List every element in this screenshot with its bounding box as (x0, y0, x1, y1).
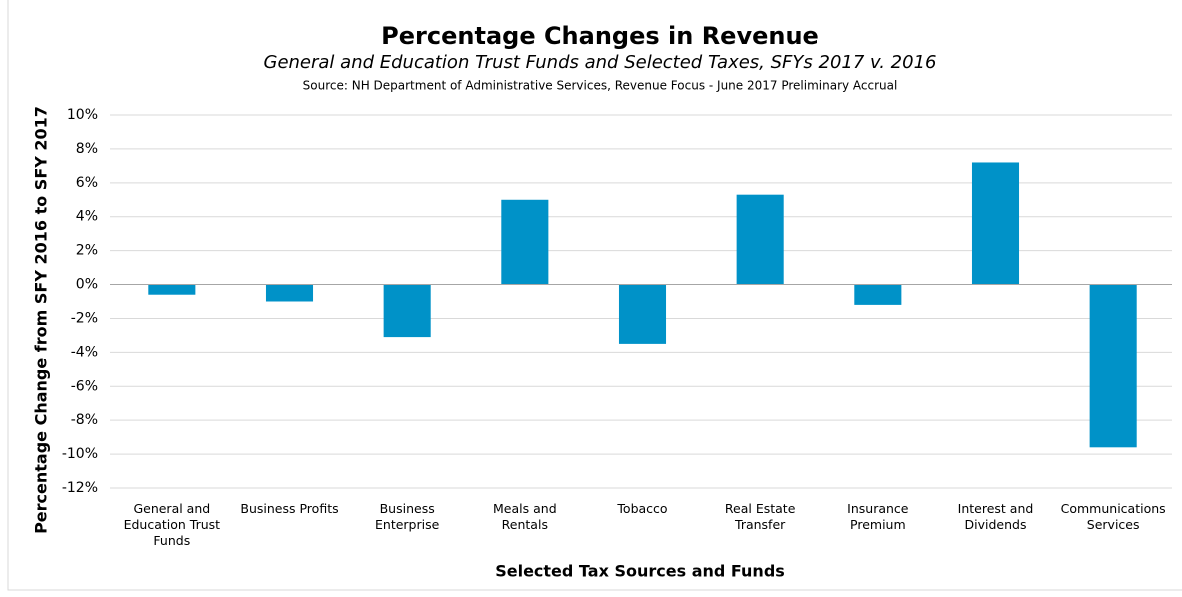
y-tick-label: -12% (62, 480, 98, 496)
y-axis-label: Percentage Change from SFY 2016 to SFY 2… (32, 106, 51, 534)
x-tick-label: General and Education Trust Funds (123, 501, 221, 548)
chart-subtitle: General and Education Trust Funds and Se… (264, 52, 937, 73)
y-tick-label: 2% (76, 243, 98, 259)
bar (265, 284, 314, 302)
y-tick-label: 0% (76, 277, 98, 293)
bar (383, 284, 431, 338)
bar (736, 194, 784, 285)
x-tick-label: Tobacco (617, 501, 668, 516)
x-tick-label: Meals and Rentals (493, 501, 557, 532)
bar (618, 284, 667, 344)
y-tick-label: -8% (71, 412, 98, 428)
x-axis-label: Selected Tax Sources and Funds (495, 562, 785, 581)
x-tick-label: Interest and Dividends (957, 501, 1034, 532)
y-tick-label: 6% (76, 175, 98, 191)
x-tick-label: Communications Services (1060, 501, 1166, 532)
bar (854, 284, 902, 305)
y-tick-label: -10% (62, 446, 98, 462)
y-tick-label: -4% (71, 344, 98, 360)
bar (1089, 284, 1137, 448)
y-tick-label: 4% (76, 209, 98, 225)
chart-title: Percentage Changes in Revenue (381, 22, 819, 50)
chart-source: Source: NH Department of Administrative … (303, 79, 898, 93)
y-tick-label: 8% (76, 141, 98, 157)
x-tick-label: Real Estate Transfer (724, 501, 796, 532)
bar (148, 284, 196, 295)
y-tick-label: -6% (71, 378, 98, 394)
bar (501, 199, 549, 285)
chart-border (7, 0, 1182, 591)
y-tick-label: 10% (67, 107, 98, 123)
y-tick-label: -2% (71, 310, 98, 326)
bar (971, 162, 1020, 285)
x-tick-label: Business Profits (240, 501, 339, 516)
x-tick-label: Insurance Premium (847, 501, 909, 532)
x-tick-label: Business Enterprise (375, 501, 440, 532)
